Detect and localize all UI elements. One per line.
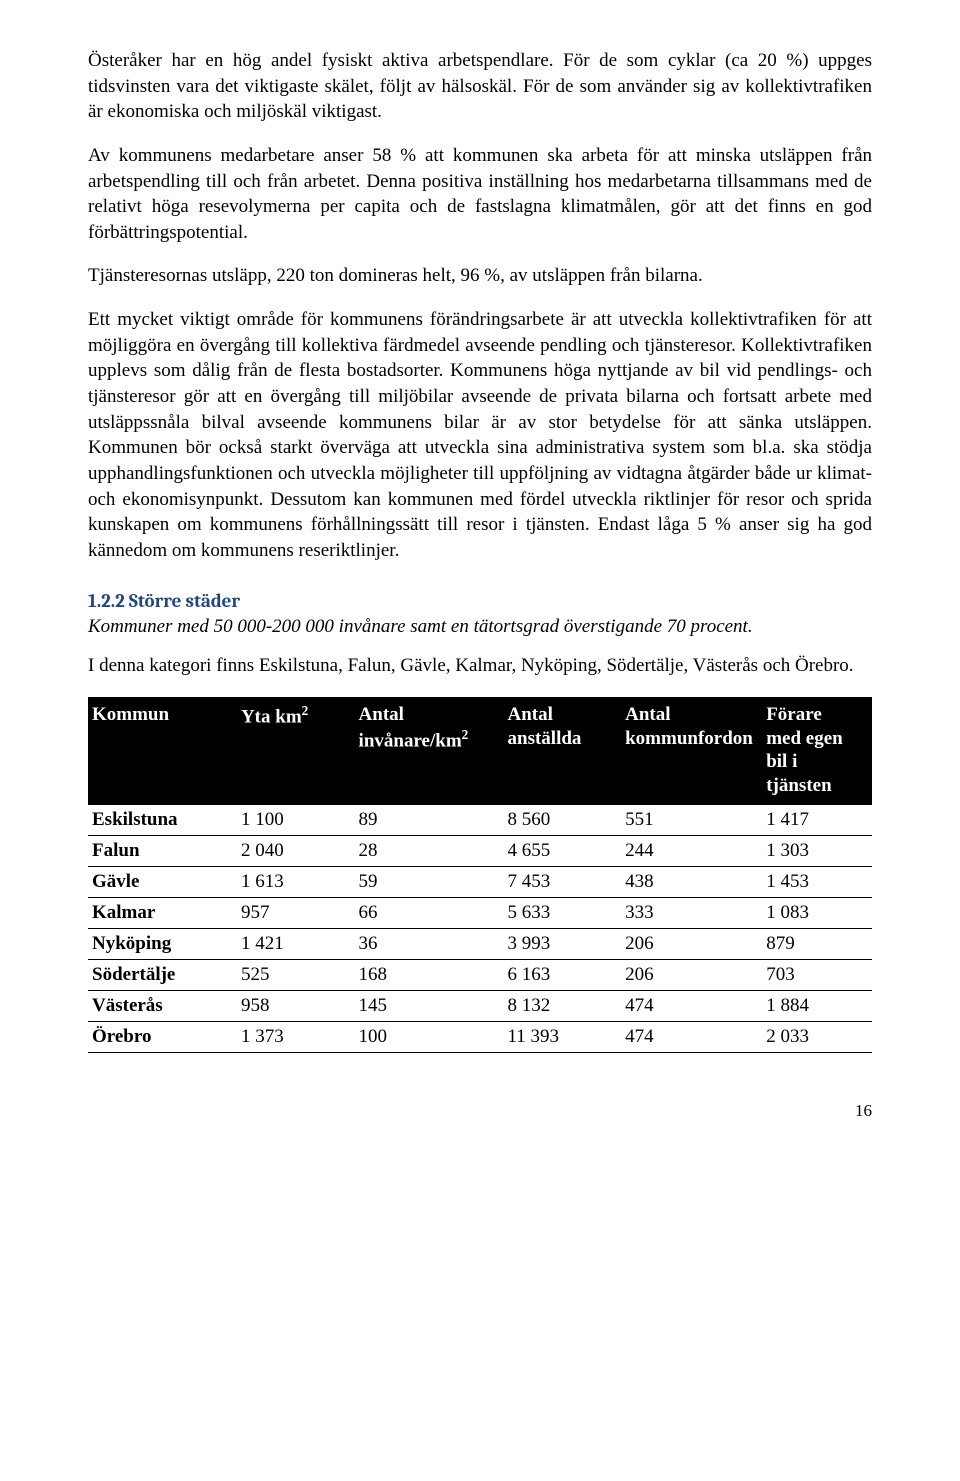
kommun-table: KommunYta km2Antalinvånare/km2Antalanstä… (88, 697, 872, 1053)
table-row: Örebro1 37310011 3934742 033 (88, 1021, 872, 1052)
table-cell: 206 (621, 959, 762, 990)
table-cell: 145 (355, 990, 504, 1021)
table-cell: 1 884 (762, 990, 872, 1021)
table-cell: 11 393 (504, 1021, 622, 1052)
table-cell: 333 (621, 897, 762, 928)
table-cell: Falun (88, 835, 237, 866)
table-cell: Kalmar (88, 897, 237, 928)
table-cell: 28 (355, 835, 504, 866)
table-cell: 168 (355, 959, 504, 990)
table-cell: Nyköping (88, 928, 237, 959)
table-cell: 1 100 (237, 804, 355, 835)
table-cell: 2 033 (762, 1021, 872, 1052)
table-header-cell: Antalanställda (504, 697, 622, 805)
table-cell: Örebro (88, 1021, 237, 1052)
table-cell: 879 (762, 928, 872, 959)
table-row: Eskilstuna1 100898 5605511 417 (88, 804, 872, 835)
table-cell: 244 (621, 835, 762, 866)
table-cell: Västerås (88, 990, 237, 1021)
paragraph-1: Österåker har en hög andel fysiskt aktiv… (88, 48, 872, 125)
section-intro: I denna kategori finns Eskilstuna, Falun… (88, 653, 872, 679)
table-row: Gävle1 613597 4534381 453 (88, 866, 872, 897)
table-cell: 100 (355, 1021, 504, 1052)
table-cell: 1 613 (237, 866, 355, 897)
table-row: Nyköping1 421363 993206879 (88, 928, 872, 959)
table-cell: 474 (621, 1021, 762, 1052)
table-cell: 958 (237, 990, 355, 1021)
table-cell: Södertälje (88, 959, 237, 990)
table-cell: 89 (355, 804, 504, 835)
table-cell: 438 (621, 866, 762, 897)
table-header-cell: Yta km2 (237, 697, 355, 805)
table-row: Kalmar957665 6333331 083 (88, 897, 872, 928)
paragraph-2: Av kommunens medarbetare anser 58 % att … (88, 143, 872, 246)
table-cell: Gävle (88, 866, 237, 897)
table-cell: 3 993 (504, 928, 622, 959)
table-cell: 8 560 (504, 804, 622, 835)
table-cell: 7 453 (504, 866, 622, 897)
table-cell: 5 633 (504, 897, 622, 928)
table-header-cell: Kommun (88, 697, 237, 805)
table-row: Västerås9581458 1324741 884 (88, 990, 872, 1021)
table-cell: 957 (237, 897, 355, 928)
paragraph-3: Tjänsteresornas utsläpp, 220 ton dominer… (88, 263, 872, 289)
section-subtitle: Kommuner med 50 000-200 000 invånare sam… (88, 614, 872, 640)
table-cell: 1 303 (762, 835, 872, 866)
section-heading: 1.2.2 Större städer (88, 590, 872, 612)
table-header-row: KommunYta km2Antalinvånare/km2Antalanstä… (88, 697, 872, 805)
table-cell: 206 (621, 928, 762, 959)
table-cell: 1 417 (762, 804, 872, 835)
table-cell: 474 (621, 990, 762, 1021)
table-cell: 36 (355, 928, 504, 959)
table-cell: 1 453 (762, 866, 872, 897)
table-row: Falun2 040284 6552441 303 (88, 835, 872, 866)
page-number: 16 (88, 1101, 872, 1121)
table-cell: 1 083 (762, 897, 872, 928)
table-cell: 6 163 (504, 959, 622, 990)
table-cell: 59 (355, 866, 504, 897)
table-cell: 1 421 (237, 928, 355, 959)
table-cell: 2 040 (237, 835, 355, 866)
table-row: Södertälje5251686 163206703 (88, 959, 872, 990)
table-cell: 1 373 (237, 1021, 355, 1052)
table-cell: 66 (355, 897, 504, 928)
table-cell: 703 (762, 959, 872, 990)
table-header-cell: Antalinvånare/km2 (355, 697, 504, 805)
table-cell: Eskilstuna (88, 804, 237, 835)
table-header-cell: Föraremed egenbil itjänsten (762, 697, 872, 805)
document-page: Österåker har en hög andel fysiskt aktiv… (0, 0, 960, 1161)
table-cell: 551 (621, 804, 762, 835)
table-cell: 8 132 (504, 990, 622, 1021)
table-cell: 525 (237, 959, 355, 990)
table-cell: 4 655 (504, 835, 622, 866)
table-header-cell: Antalkommunfordon (621, 697, 762, 805)
paragraph-4: Ett mycket viktigt område för kommunens … (88, 307, 872, 563)
